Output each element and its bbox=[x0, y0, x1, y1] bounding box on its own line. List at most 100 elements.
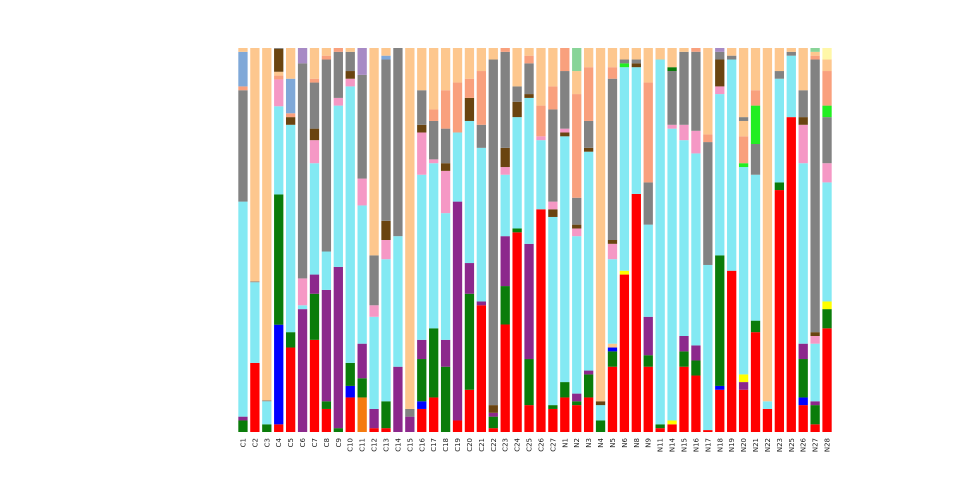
bar-segment-C27-5 bbox=[548, 109, 558, 202]
bar-segment-C24-1 bbox=[512, 228, 522, 233]
x-tick-label: C1 bbox=[239, 438, 247, 447]
bar-segment-N9-0 bbox=[643, 366, 653, 432]
bar-segment-N15-4 bbox=[679, 124, 689, 141]
bar-segment-N27-6 bbox=[810, 59, 820, 333]
bar-segment-N28-2 bbox=[822, 301, 832, 310]
bar-segment-N21-4 bbox=[750, 105, 761, 144]
bar-segment-C8-5 bbox=[321, 55, 332, 60]
bar-segment-N9-6 bbox=[643, 48, 653, 83]
bar-segment-N25-3 bbox=[786, 48, 796, 52]
bar-segment-N5-2 bbox=[607, 347, 618, 352]
x-tick-label: C16 bbox=[418, 437, 426, 451]
bar-segment-C3-0 bbox=[262, 424, 272, 432]
bar-segment-N9-4 bbox=[643, 182, 653, 225]
bar-segment-C26-2 bbox=[536, 136, 546, 141]
bar-segment-C21-1 bbox=[476, 301, 487, 306]
bar-segment-N23-2 bbox=[774, 78, 785, 183]
bar-segment-C25-0 bbox=[524, 405, 534, 432]
bar-segment-C19-0 bbox=[452, 420, 463, 432]
bar-segment-N22-0 bbox=[762, 408, 773, 432]
bar-segment-N27-5 bbox=[810, 332, 820, 336]
bar-segment-N14-6 bbox=[667, 48, 677, 68]
bar-segment-N16-1 bbox=[691, 360, 701, 376]
bar-segment-N26-4 bbox=[798, 163, 808, 344]
x-tick-label: C22 bbox=[490, 438, 498, 452]
bar-segment-C7-1 bbox=[309, 293, 320, 340]
bar-segment-C19-1 bbox=[452, 201, 463, 421]
bar-segment-C20-4 bbox=[464, 97, 475, 121]
x-tick-label: C18 bbox=[442, 438, 450, 452]
bar-segment-N14-2 bbox=[667, 128, 677, 421]
bar-segment-N21-1 bbox=[750, 320, 761, 333]
bar-segment-C18-5 bbox=[440, 128, 451, 164]
x-tick-label: N26 bbox=[800, 437, 808, 452]
bar-segment-N4-3 bbox=[595, 48, 606, 402]
bar-segment-N5-3 bbox=[607, 343, 618, 348]
bar-segment-C7-5 bbox=[309, 128, 320, 141]
x-tick-label: N8 bbox=[633, 438, 641, 448]
bar-segment-C27-1 bbox=[548, 405, 558, 409]
bar-segment-C10-5 bbox=[345, 71, 355, 79]
x-tick-label: C17 bbox=[430, 438, 438, 452]
bar-segment-N26-1 bbox=[798, 397, 808, 406]
bar-segment-C25-6 bbox=[524, 55, 534, 64]
bar-segment-N23-4 bbox=[774, 48, 785, 72]
bar-segment-C16-0 bbox=[417, 408, 427, 432]
bar-segment-C7-7 bbox=[309, 78, 320, 83]
bar-segment-C21-0 bbox=[476, 305, 487, 432]
bar-segment-C27-7 bbox=[548, 48, 558, 87]
bar-segment-N20-0 bbox=[738, 389, 749, 432]
bar-segment-N5-7 bbox=[607, 78, 618, 240]
bar-segment-N20-3 bbox=[738, 167, 749, 375]
x-tick-label: N21 bbox=[752, 438, 760, 452]
bar-segment-N18-1 bbox=[715, 385, 725, 390]
bar-segment-C13-4 bbox=[381, 220, 391, 240]
bar-segment-C4-0 bbox=[274, 424, 284, 432]
bar-segment-C22-0 bbox=[488, 428, 498, 432]
bar-segment-N28-3 bbox=[822, 182, 832, 302]
bar-segment-C7-8 bbox=[309, 48, 320, 79]
bar-segment-C26-1 bbox=[536, 140, 546, 210]
bar-segment-C17-5 bbox=[429, 109, 439, 121]
bar-segment-N27-3 bbox=[810, 343, 820, 402]
bar-segment-C26-3 bbox=[536, 105, 546, 137]
bar-segment-C24-2 bbox=[512, 117, 522, 229]
bar-segment-N17-2 bbox=[703, 142, 713, 265]
x-tick-label: C6 bbox=[299, 437, 307, 447]
x-tick-label: N14 bbox=[669, 437, 677, 452]
bar-segment-N27-8 bbox=[810, 51, 820, 56]
bar-segment-N22-1 bbox=[762, 401, 773, 409]
bar-segment-N20-8 bbox=[738, 48, 749, 118]
bar-segment-C2-1 bbox=[250, 282, 260, 363]
bar-segment-N25-2 bbox=[786, 51, 796, 56]
bar-segment-N18-4 bbox=[715, 86, 725, 95]
bar-segment-N11-1 bbox=[655, 424, 665, 429]
bar-segment-C17-4 bbox=[429, 120, 439, 160]
bar-segment-N17-3 bbox=[703, 134, 713, 143]
bar-segment-C22-3 bbox=[488, 405, 498, 413]
bar-segment-C20-1 bbox=[464, 293, 475, 390]
bar-segment-N18-6 bbox=[715, 51, 725, 60]
bar-segment-N8-1 bbox=[631, 67, 641, 194]
bar-segment-N28-4 bbox=[822, 163, 832, 183]
x-tick-label: N20 bbox=[740, 438, 748, 452]
bar-segment-N26-6 bbox=[798, 117, 808, 125]
bar-segment-N25-1 bbox=[786, 55, 796, 118]
bar-segment-N2-4 bbox=[572, 228, 582, 237]
x-tick-label: C8 bbox=[323, 438, 331, 447]
bar-segment-N15-5 bbox=[679, 51, 689, 125]
bar-segment-N2-0 bbox=[572, 405, 582, 432]
bar-segment-N21-0 bbox=[750, 332, 761, 432]
x-tick-label: C5 bbox=[287, 438, 295, 447]
bar-segment-C5-4 bbox=[285, 113, 296, 118]
bar-segment-N27-1 bbox=[810, 405, 820, 425]
bar-segment-N6-4 bbox=[619, 59, 630, 64]
bar-segment-C16-4 bbox=[417, 174, 427, 340]
bar-segment-C10-3 bbox=[345, 86, 355, 363]
bar-segment-N21-3 bbox=[750, 144, 761, 175]
bar-segment-C16-8 bbox=[417, 48, 427, 91]
bar-segment-C6-3 bbox=[297, 63, 308, 279]
x-tick-label: C10 bbox=[347, 438, 355, 452]
bar-segment-C8-3 bbox=[321, 251, 332, 290]
bar-segment-C9-1 bbox=[333, 266, 343, 429]
